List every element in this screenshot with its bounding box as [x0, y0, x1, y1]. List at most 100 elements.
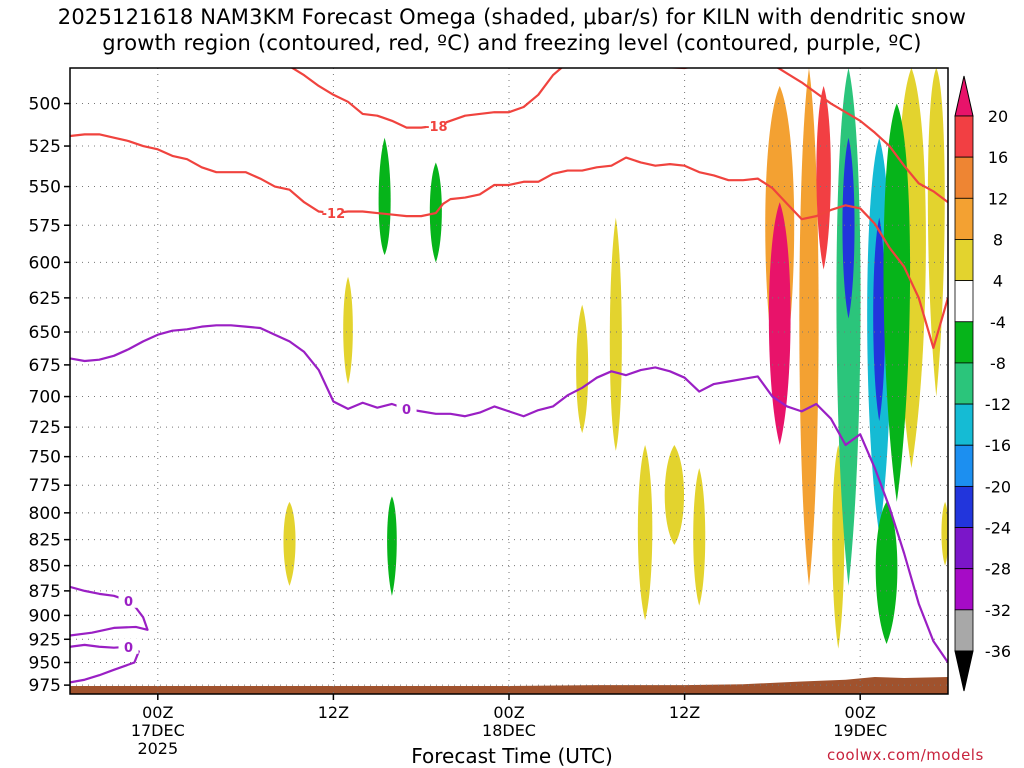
omega-region-3	[609, 217, 622, 451]
x-tick-date-6: 17DEC	[131, 721, 185, 740]
y-tick-label-600: 600	[29, 253, 61, 273]
freezing-label-bg-1	[118, 592, 139, 608]
title-line-2: growth region (contoured, red, ºC) and f…	[102, 31, 922, 55]
freezing-contour-1	[70, 585, 149, 637]
x-tick-date-30: 18DEC	[482, 721, 536, 740]
y-tick-label-800: 800	[29, 504, 61, 524]
y-tick-label-700: 700	[29, 388, 61, 408]
y-tick-label-850: 850	[29, 557, 61, 577]
y-tick-label-750: 750	[29, 448, 61, 468]
y-tick-label-950: 950	[29, 653, 61, 673]
dgz-contour-0	[70, 133, 948, 350]
x-tick-label-6: 00Z	[142, 703, 173, 722]
colorbar-label-9: -20	[985, 477, 1011, 496]
x-tick-label-30: 00Z	[493, 703, 524, 722]
colorbar: 20 16 12 8 4 -4 -8 -12 -16 -20 -24 -28 -32 -36	[954, 75, 1011, 692]
colorbar-bin-11	[954, 568, 974, 611]
dgz-label-bg-1	[425, 117, 446, 133]
omega-region-12	[799, 68, 819, 586]
y-axis: 500 525 550 575 600 625 650 675 700 725 750 775 800 8…	[29, 95, 70, 696]
colorbar-bin-1	[954, 156, 974, 199]
chart-title: 2025121618 NAM3KM Forecast Omega (shaded…	[0, 4, 1024, 56]
freezing-contour-label-0: 0	[402, 403, 411, 418]
colorbar-bin-2	[954, 197, 974, 240]
colorbar-label-13: -36	[985, 642, 1011, 661]
contours: -12 -18 0 0 0	[70, 68, 948, 684]
omega-region-18	[873, 217, 886, 422]
omega-region-19	[875, 501, 898, 644]
colorbar-label-8: -16	[985, 436, 1011, 455]
omega-region-2	[387, 496, 397, 596]
y-tick-label-925: 925	[29, 630, 61, 650]
colorbar-bin-6	[954, 362, 974, 405]
colorbar-label-1: 16	[988, 148, 1008, 167]
y-tick-label-900: 900	[29, 606, 61, 626]
terrain-fill	[70, 677, 948, 694]
freezing-contour-0	[70, 324, 948, 664]
omega-region-15	[836, 68, 861, 586]
x-tick-label-42: 12Z	[669, 703, 700, 722]
omega-region-6	[283, 501, 296, 586]
freezing-label-bg-2	[118, 638, 139, 654]
dgz-contour-label-1: -18	[424, 120, 448, 135]
terrain	[70, 677, 948, 694]
y-tick-label-625: 625	[29, 289, 61, 309]
dgz-contour-1	[290, 68, 948, 204]
dgz-contour-label-0: -12	[322, 207, 346, 222]
omega-region-11	[768, 202, 791, 445]
omega-region-5	[343, 276, 353, 385]
y-tick-label-550: 550	[29, 178, 61, 198]
x-tick-date-54: 19DEC	[833, 721, 887, 740]
colorbar-label-6: -8	[990, 354, 1006, 373]
colorbar-label-11: -28	[985, 560, 1011, 579]
y-tick-label-650: 650	[29, 323, 61, 343]
omega-region-8	[664, 444, 685, 545]
x-tick-label-18: 12Z	[318, 703, 349, 722]
colorbar-label-4: 4	[993, 272, 1003, 291]
omega-region-21	[883, 103, 911, 502]
credit-link[interactable]: coolwx.com/models	[827, 746, 984, 764]
x-tick-label-54: 00Z	[845, 703, 876, 722]
y-tick-label-675: 675	[29, 356, 61, 376]
colorbar-label-2: 12	[988, 189, 1008, 208]
x-tick-year-6: 2025	[137, 739, 178, 758]
colorbar-bottom-arrow	[954, 650, 974, 692]
colorbar-bin-0	[954, 115, 974, 158]
omega-region-22	[927, 68, 945, 397]
colorbar-bin-9	[954, 485, 974, 528]
colorbar-top-arrow	[954, 75, 974, 117]
omega-region-16	[842, 137, 855, 319]
omega-region-7	[637, 444, 653, 621]
omega-region-23	[941, 501, 948, 566]
y-tick-label-825: 825	[29, 531, 61, 551]
gridlines	[70, 68, 948, 694]
colorbar-label-10: -24	[985, 519, 1011, 538]
colorbar-label-7: -12	[985, 395, 1011, 414]
colorbar-label-12: -32	[985, 601, 1011, 620]
freezing-contour-label-1: 0	[124, 595, 133, 610]
omega-region-13	[816, 85, 831, 270]
colorbar-label-3: 8	[993, 230, 1003, 249]
freezing-contour-2	[70, 643, 140, 684]
freezing-label-bg-0	[396, 400, 417, 416]
y-tick-label-975: 975	[29, 676, 61, 696]
omega-region-14	[832, 444, 845, 649]
y-tick-label-875: 875	[29, 582, 61, 602]
dgz-label-bg-0	[323, 205, 344, 221]
y-tick-label-500: 500	[29, 95, 61, 115]
freezing-contour-label-2: 0	[124, 641, 133, 656]
y-tick-label-775: 775	[29, 476, 61, 496]
colorbar-label-5: -4	[990, 313, 1006, 332]
omega-region-9	[693, 468, 706, 606]
colorbar-bin-3	[954, 239, 974, 282]
colorbar-bin-10	[954, 527, 974, 570]
colorbar-bin-5	[954, 321, 974, 364]
y-tick-label-575: 575	[29, 216, 61, 236]
y-tick-label-725: 725	[29, 418, 61, 438]
y-tick-label-525: 525	[29, 137, 61, 157]
colorbar-bin-4	[954, 280, 974, 323]
omega-shading	[283, 68, 948, 649]
x-axis-title: Forecast Time (UTC)	[411, 744, 613, 768]
